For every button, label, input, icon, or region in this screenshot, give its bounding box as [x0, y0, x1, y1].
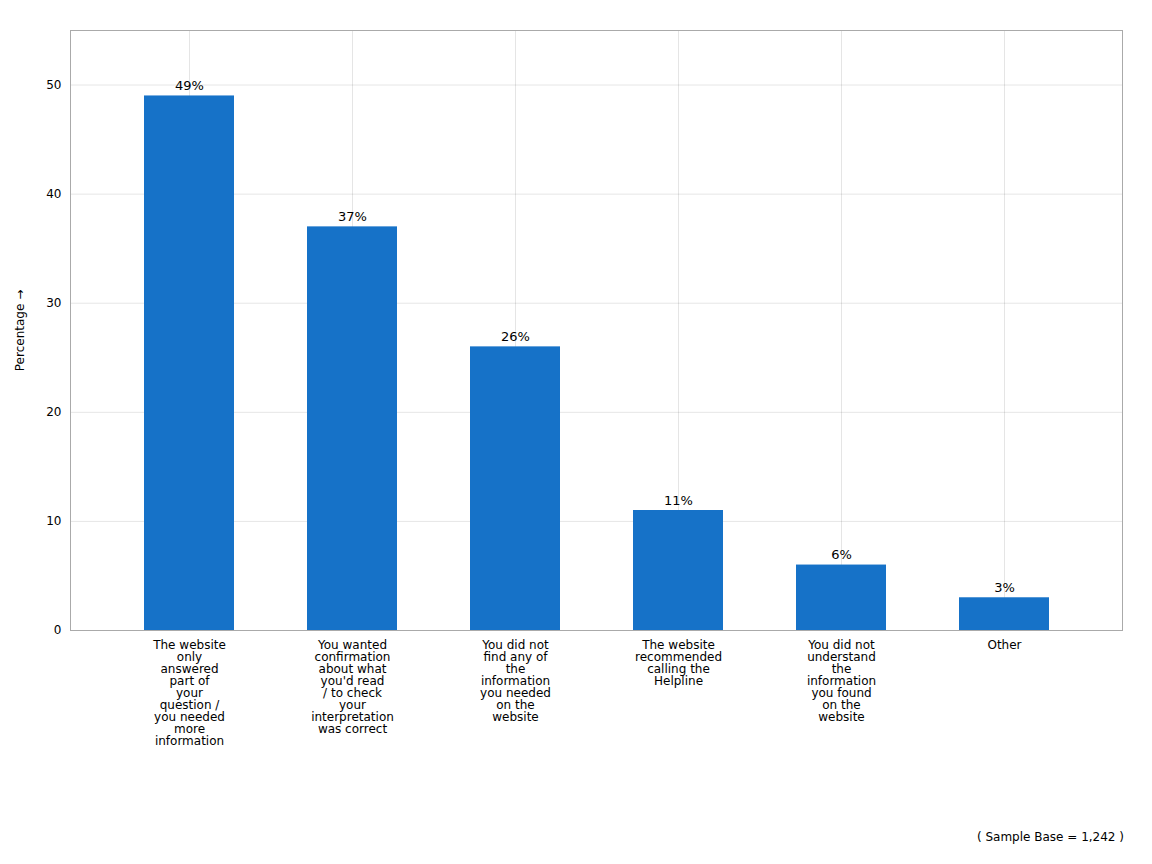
html-text:( Sample Base = 1,242 ): ( Sample Base = 1,242 ) [976, 830, 1124, 844]
svg-text:The websiterecommendedcalling: The websiterecommendedcalling theHelplin… [635, 638, 722, 688]
svg-text:20: 20 [46, 405, 61, 419]
svg-text:10: 10 [46, 514, 61, 528]
svg-text:You wantedconfirmationabout wh: You wantedconfirmationabout whatyou'd re… [311, 638, 394, 736]
svg-text:The websiteonlyansweredpart of: The websiteonlyansweredpart ofyourquesti… [152, 638, 226, 748]
svg-text:3%: 3% [994, 580, 1015, 595]
svg-text:You did notunderstandtheinform: You did notunderstandtheinformationyou f… [807, 638, 876, 724]
svg-text:26%: 26% [501, 329, 530, 344]
svg-text:49%: 49% [175, 78, 204, 93]
svg-text:Other: Other [987, 638, 1021, 652]
svg-text:You did notfind any oftheinfor: You did notfind any oftheinformationyou … [480, 638, 551, 724]
svg-text:40: 40 [46, 187, 61, 201]
svg-text:37%: 37% [338, 209, 367, 224]
svg-text:6%: 6% [831, 547, 852, 562]
svg-text:30: 30 [46, 296, 61, 310]
svg-text:Percentage →: Percentage → [13, 290, 27, 371]
svg-text:11%: 11% [664, 493, 693, 508]
svg-text:50: 50 [46, 78, 61, 92]
svg-text:0: 0 [54, 623, 62, 637]
